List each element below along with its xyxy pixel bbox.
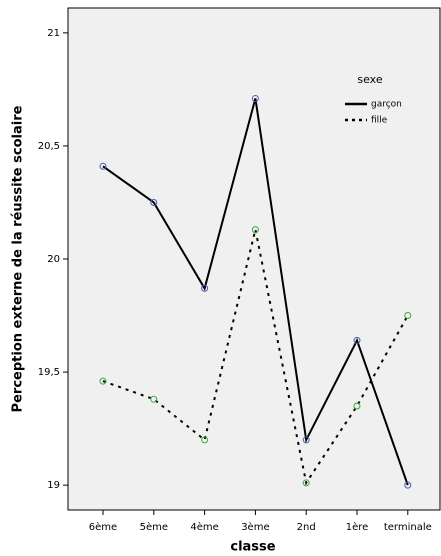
y-tick-label: 19,5 (38, 367, 60, 378)
x-tick-label: 2nd (297, 522, 316, 533)
data-point (99, 377, 107, 385)
plot-area (67, 7, 441, 511)
legend-label: fille (371, 116, 388, 126)
y-tick-label: 19 (47, 480, 60, 491)
data-point (201, 284, 209, 292)
x-tick-label: 3ème (241, 521, 269, 533)
data-point (201, 436, 209, 444)
data-point (353, 402, 361, 410)
series-line (102, 98, 409, 486)
x-tick-label: 4ème (190, 521, 218, 533)
data-point (404, 481, 412, 489)
y-tick-label: 21 (47, 28, 60, 39)
x-tick-label: terminale (384, 522, 432, 533)
x-tick-label: 1ère (346, 521, 369, 533)
data-point (251, 226, 259, 234)
data-point (302, 436, 310, 444)
x-tick-label: 6ème (89, 521, 117, 533)
data-point (302, 479, 310, 487)
x-axis-title: classe (230, 540, 275, 555)
data-point (150, 198, 158, 206)
y-tick-label: 20 (47, 254, 60, 265)
x-tick-label: 5ème (140, 521, 168, 533)
data-point (353, 336, 361, 344)
data-point (251, 94, 259, 102)
y-tick-label: 20,5 (38, 141, 60, 152)
data-point (150, 395, 158, 403)
legend-title: sexe (357, 73, 382, 86)
data-point (99, 162, 107, 170)
y-axis-title: Perception externe de la réussite scolai… (11, 105, 26, 412)
data-point (404, 312, 412, 320)
legend-label: garçon (371, 100, 402, 110)
